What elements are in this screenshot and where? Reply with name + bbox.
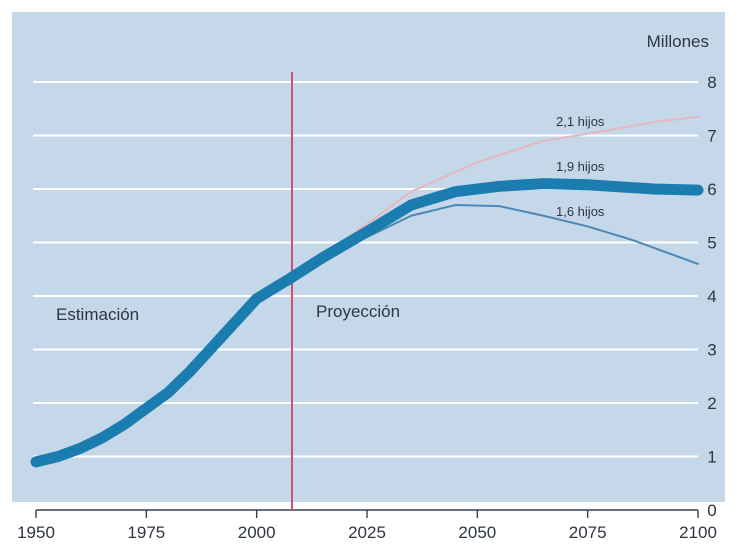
x-tick-label-2000: 2000 [238,523,276,542]
y-tick-label-6: 6 [707,180,716,199]
series-label-1-9-hijos: 1,9 hijos [556,159,605,174]
y-tick-label-2: 2 [707,394,716,413]
x-tick-label-2050: 2050 [458,523,496,542]
x-tick-label-1950: 1950 [17,523,55,542]
grid-layer [33,81,698,458]
axes-layer: 0 1 2 3 4 5 6 7 8 1950 1975 2000 2025 2050 2075 2100 [17,73,717,542]
x-tick-label-2100: 2100 [679,523,717,542]
series-line-estimaci-n [30,271,298,468]
series-label-2-1-hijos: 2,1 hijos [556,114,605,129]
y-tick-label-3: 3 [707,341,716,360]
unit-label: Millones [647,32,709,51]
series-label-1-6-hijos: 1,6 hijos [556,204,605,219]
y-tick-label-5: 5 [707,234,716,253]
projection-label: Proyección [316,302,400,321]
x-tick-label-2075: 2075 [569,523,607,542]
series-layer [30,72,704,510]
y-tick-label-0: 0 [707,501,716,520]
y-tick-label-8: 8 [707,73,716,92]
x-tick-label-1975: 1975 [127,523,165,542]
y-tick-label-1: 1 [707,448,716,467]
y-tick-label-7: 7 [707,127,716,146]
series-line-1-9-hijos [286,178,704,283]
labels-layer: 2,1 hijos 1,9 hijos 1,6 hijos [556,114,605,219]
estimation-label: Estimación [56,305,139,324]
y-tick-label-4: 4 [707,287,716,306]
x-tick-label-2025: 2025 [348,523,386,542]
